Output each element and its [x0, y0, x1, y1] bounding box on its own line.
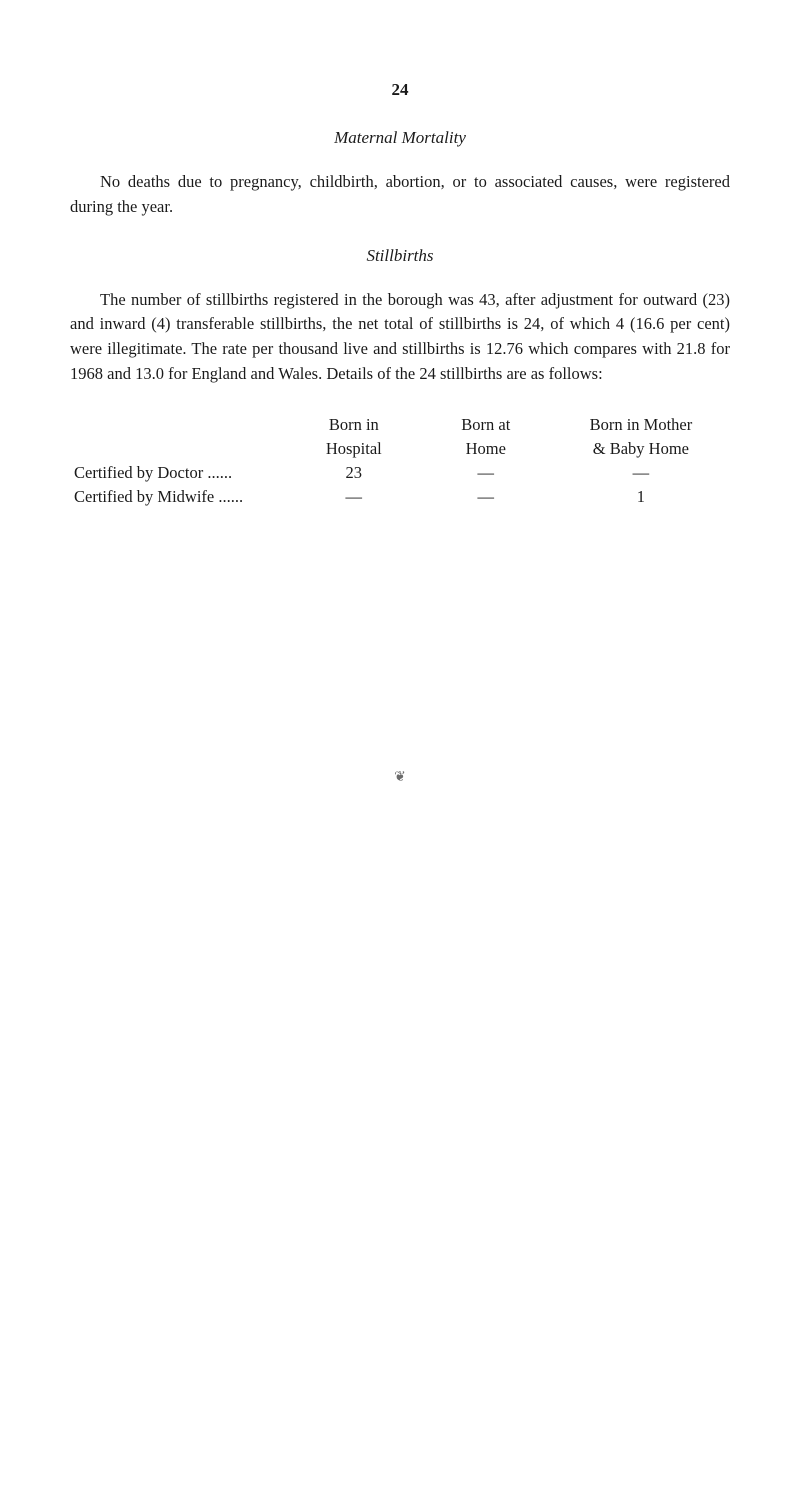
table-row-label: Certified by Midwife ...... [70, 485, 288, 509]
page-number: 24 [70, 80, 730, 100]
table-header-col1-l1: Born in [288, 413, 420, 437]
table-row-label: Certified by Doctor ...... [70, 461, 288, 485]
table-cell: 23 [288, 461, 420, 485]
paragraph-maternal: No deaths due to pregnancy, childbirth, … [70, 170, 730, 220]
table-row: Certified by Doctor ...... 23 — — [70, 461, 730, 485]
paragraph-stillbirths: The number of stillbirths registered in … [70, 288, 730, 387]
table-header-col1-l2: Hospital [288, 437, 420, 461]
table-cell: — [420, 461, 552, 485]
table-row: Certified by Midwife ...... — — 1 [70, 485, 730, 509]
table-cell: 1 [552, 485, 730, 509]
table-header-row-2: Hospital Home & Baby Home [70, 437, 730, 461]
table-header-col3-l1: Born in Mother [552, 413, 730, 437]
table-cell: — [288, 485, 420, 509]
table-header-blank [70, 413, 288, 437]
table-cell: — [552, 461, 730, 485]
table-header-col3-l2: & Baby Home [552, 437, 730, 461]
table-header-col2-l2: Home [420, 437, 552, 461]
document-page: 24 Maternal Mortality No deaths due to p… [0, 0, 800, 1504]
table-header-col2-l1: Born at [420, 413, 552, 437]
section-title-stillbirths: Stillbirths [70, 246, 730, 266]
ornament-icon: ❦ [70, 769, 730, 786]
table-header-blank2 [70, 437, 288, 461]
section-title-maternal: Maternal Mortality [70, 128, 730, 148]
table-cell: — [420, 485, 552, 509]
table-header-row-1: Born in Born at Born in Mother [70, 413, 730, 437]
stillbirths-table: Born in Born at Born in Mother Hospital … [70, 413, 730, 509]
